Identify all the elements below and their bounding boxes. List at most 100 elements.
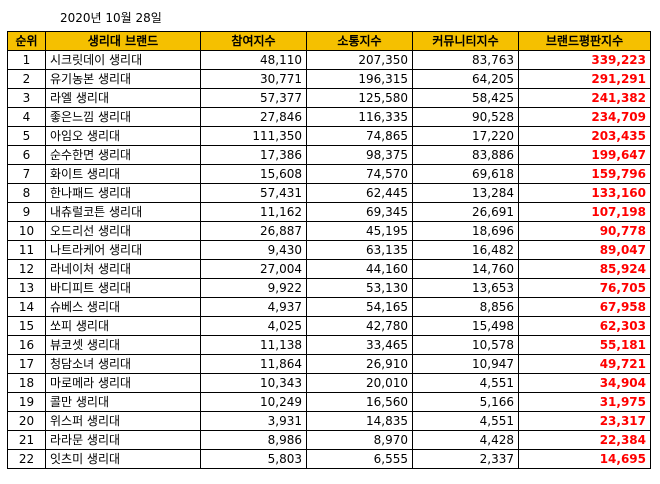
community-cell: 2,337 bbox=[412, 449, 519, 469]
reputation-index-cell: 89,047 bbox=[518, 240, 651, 260]
reputation-index-cell: 22,384 bbox=[518, 430, 651, 450]
communication-cell: 33,465 bbox=[306, 335, 413, 355]
brand-cell: 화이트 생리대 bbox=[45, 164, 201, 184]
brand-cell: 뷰코셋 생리대 bbox=[45, 335, 201, 355]
brand-cell: 바디피트 생리대 bbox=[45, 278, 201, 298]
rank-cell: 14 bbox=[7, 297, 46, 317]
brand-cell: 아임오 생리대 bbox=[45, 126, 201, 146]
rank-cell: 3 bbox=[7, 88, 46, 108]
participation-cell: 26,887 bbox=[200, 221, 307, 241]
table-row: 4 좋은느낌 생리대 27,846 116,335 90,528 234,709 bbox=[7, 107, 651, 127]
reputation-index-cell: 107,198 bbox=[518, 202, 651, 222]
header-row: 순위 생리대 브랜드 참여지수 소통지수 커뮤니티지수 브랜드평판지수 bbox=[7, 31, 651, 51]
brand-cell: 위스퍼 생리대 bbox=[45, 411, 201, 431]
brand-cell: 유기농본 생리대 bbox=[45, 69, 201, 89]
reputation-index-cell: 55,181 bbox=[518, 335, 651, 355]
rank-cell: 11 bbox=[7, 240, 46, 260]
table-row: 11 나트라케어 생리대 9,430 63,135 16,482 89,047 bbox=[7, 240, 651, 260]
communication-cell: 196,315 bbox=[306, 69, 413, 89]
reputation-index-cell: 62,303 bbox=[518, 316, 651, 336]
header-participation: 참여지수 bbox=[200, 31, 307, 51]
participation-cell: 9,430 bbox=[200, 240, 307, 260]
reputation-index-cell: 31,975 bbox=[518, 392, 651, 412]
table-row: 3 라엘 생리대 57,377 125,580 58,425 241,382 bbox=[7, 88, 651, 108]
rank-cell: 17 bbox=[7, 354, 46, 374]
table-row: 19 콜만 생리대 10,249 16,560 5,166 31,975 bbox=[7, 392, 651, 412]
brand-cell: 라라문 생리대 bbox=[45, 430, 201, 450]
table-row: 21 라라문 생리대 8,986 8,970 4,428 22,384 bbox=[7, 430, 651, 450]
communication-cell: 42,780 bbox=[306, 316, 413, 336]
reputation-index-cell: 76,705 bbox=[518, 278, 651, 298]
rank-cell: 20 bbox=[7, 411, 46, 431]
table-row: 7 화이트 생리대 15,608 74,570 69,618 159,796 bbox=[7, 164, 651, 184]
reputation-index-cell: 203,435 bbox=[518, 126, 651, 146]
table-row: 8 한나패드 생리대 57,431 62,445 13,284 133,160 bbox=[7, 183, 651, 203]
table-row: 16 뷰코셋 생리대 11,138 33,465 10,578 55,181 bbox=[7, 335, 651, 355]
brand-cell: 오드리선 생리대 bbox=[45, 221, 201, 241]
table-row: 9 내츄럴코튼 생리대 11,162 69,345 26,691 107,198 bbox=[7, 202, 651, 222]
participation-cell: 48,110 bbox=[200, 50, 307, 70]
brand-cell: 한나패드 생리대 bbox=[45, 183, 201, 203]
communication-cell: 16,560 bbox=[306, 392, 413, 412]
communication-cell: 74,570 bbox=[306, 164, 413, 184]
reputation-index-cell: 67,958 bbox=[518, 297, 651, 317]
rank-cell: 8 bbox=[7, 183, 46, 203]
community-cell: 64,205 bbox=[412, 69, 519, 89]
reputation-index-cell: 339,223 bbox=[518, 50, 651, 70]
table-row: 15 쏘피 생리대 4,025 42,780 15,498 62,303 bbox=[7, 316, 651, 336]
header-communication: 소통지수 bbox=[306, 31, 413, 51]
table-row: 17 청담소녀 생리대 11,864 26,910 10,947 49,721 bbox=[7, 354, 651, 374]
communication-cell: 116,335 bbox=[306, 107, 413, 127]
brand-cell: 좋은느낌 생리대 bbox=[45, 107, 201, 127]
reputation-index-cell: 291,291 bbox=[518, 69, 651, 89]
participation-cell: 30,771 bbox=[200, 69, 307, 89]
participation-cell: 27,004 bbox=[200, 259, 307, 279]
participation-cell: 10,249 bbox=[200, 392, 307, 412]
community-cell: 10,578 bbox=[412, 335, 519, 355]
rank-cell: 4 bbox=[7, 107, 46, 127]
brand-cell: 콜만 생리대 bbox=[45, 392, 201, 412]
community-cell: 18,696 bbox=[412, 221, 519, 241]
brand-cell: 내츄럴코튼 생리대 bbox=[45, 202, 201, 222]
brand-cell: 쏘피 생리대 bbox=[45, 316, 201, 336]
brand-cell: 라네이처 생리대 bbox=[45, 259, 201, 279]
reputation-index-cell: 133,160 bbox=[518, 183, 651, 203]
reputation-index-cell: 49,721 bbox=[518, 354, 651, 374]
participation-cell: 27,846 bbox=[200, 107, 307, 127]
communication-cell: 26,910 bbox=[306, 354, 413, 374]
rank-cell: 5 bbox=[7, 126, 46, 146]
participation-cell: 8,986 bbox=[200, 430, 307, 450]
table-row: 1 시크릿데이 생리대 48,110 207,350 83,763 339,223 bbox=[7, 50, 651, 70]
community-cell: 8,856 bbox=[412, 297, 519, 317]
rank-cell: 13 bbox=[7, 278, 46, 298]
table-row: 13 바디피트 생리대 9,922 53,130 13,653 76,705 bbox=[7, 278, 651, 298]
reputation-index-cell: 241,382 bbox=[518, 88, 651, 108]
header-reputation-index: 브랜드평판지수 bbox=[518, 31, 651, 51]
community-cell: 16,482 bbox=[412, 240, 519, 260]
rank-cell: 19 bbox=[7, 392, 46, 412]
brand-cell: 나트라케어 생리대 bbox=[45, 240, 201, 260]
brand-cell: 마로메라 생리대 bbox=[45, 373, 201, 393]
date-label: 2020년 10월 28일 bbox=[60, 11, 162, 25]
community-cell: 13,653 bbox=[412, 278, 519, 298]
community-cell: 4,551 bbox=[412, 411, 519, 431]
communication-cell: 53,130 bbox=[306, 278, 413, 298]
communication-cell: 20,010 bbox=[306, 373, 413, 393]
table-body: 1 시크릿데이 생리대 48,110 207,350 83,763 339,223 2 유기농… bbox=[7, 50, 651, 469]
table-row: 20 위스퍼 생리대 3,931 14,835 4,551 23,317 bbox=[7, 411, 651, 431]
community-cell: 26,691 bbox=[412, 202, 519, 222]
rank-cell: 15 bbox=[7, 316, 46, 336]
brand-cell: 슈베스 생리대 bbox=[45, 297, 201, 317]
communication-cell: 45,195 bbox=[306, 221, 413, 241]
participation-cell: 11,864 bbox=[200, 354, 307, 374]
reputation-index-cell: 199,647 bbox=[518, 145, 651, 165]
table-row: 10 오드리선 생리대 26,887 45,195 18,696 90,778 bbox=[7, 221, 651, 241]
participation-cell: 4,937 bbox=[200, 297, 307, 317]
rank-cell: 16 bbox=[7, 335, 46, 355]
rank-cell: 21 bbox=[7, 430, 46, 450]
community-cell: 14,760 bbox=[412, 259, 519, 279]
table-row: 2 유기농본 생리대 30,771 196,315 64,205 291,291 bbox=[7, 69, 651, 89]
table-row: 18 마로메라 생리대 10,343 20,010 4,551 34,904 bbox=[7, 373, 651, 393]
brand-cell: 라엘 생리대 bbox=[45, 88, 201, 108]
communication-cell: 98,375 bbox=[306, 145, 413, 165]
